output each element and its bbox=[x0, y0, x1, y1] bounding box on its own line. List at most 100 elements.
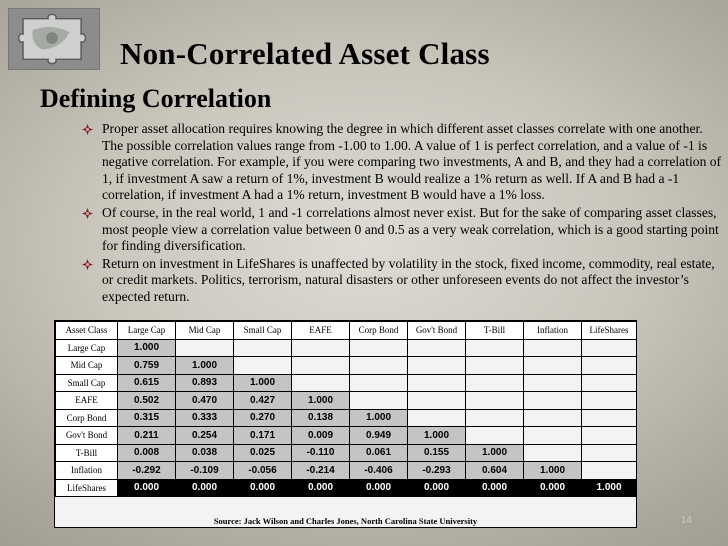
empty-cell bbox=[291, 338, 350, 357]
bullet-item: Of course, in the real world, 1 and -1 c… bbox=[82, 205, 722, 255]
table-row: Small Cap 0.615 0.893 1.000 bbox=[55, 373, 637, 392]
correlation-cell: 0.025 bbox=[233, 443, 292, 462]
empty-cell bbox=[465, 408, 524, 427]
diamond-bullet-icon bbox=[82, 124, 93, 135]
correlation-cell: 0.155 bbox=[407, 443, 466, 462]
correlation-cell: -0.109 bbox=[175, 461, 234, 480]
bullet-text: Of course, in the real world, 1 and -1 c… bbox=[102, 204, 719, 254]
correlation-table: Asset Class Large Cap Mid Cap Small Cap EAFE… bbox=[55, 321, 637, 497]
correlation-cell: -0.110 bbox=[291, 443, 350, 462]
correlation-cell: 1.000 bbox=[581, 478, 637, 497]
correlation-cell: 0.009 bbox=[291, 426, 350, 445]
empty-cell bbox=[175, 338, 234, 357]
correlation-cell: 0.949 bbox=[349, 426, 408, 445]
correlation-cell: -0.214 bbox=[291, 461, 350, 480]
slide-title: Non-Correlated Asset Class bbox=[120, 36, 490, 71]
correlation-cell: 1.000 bbox=[291, 391, 350, 410]
row-label: EAFE bbox=[55, 391, 118, 410]
table-row: Corp Bond 0.315 0.333 0.270 0.138 1.000 bbox=[55, 408, 637, 427]
correlation-cell: 0.759 bbox=[117, 356, 176, 375]
table-source: Source: Jack Wilson and Charles Jones, N… bbox=[213, 516, 478, 526]
correlation-table-panel: Asset Class Large Cap Mid Cap Small Cap EAFE… bbox=[54, 320, 637, 528]
correlation-cell: 1.000 bbox=[349, 408, 408, 427]
correlation-cell: 0.061 bbox=[349, 443, 408, 462]
table-row: Large Cap 1.000 bbox=[55, 338, 637, 357]
empty-cell bbox=[465, 338, 524, 357]
correlation-cell: -0.406 bbox=[349, 461, 408, 480]
correlation-cell: 1.000 bbox=[407, 426, 466, 445]
empty-cell bbox=[465, 391, 524, 410]
correlation-cell: 0.138 bbox=[291, 408, 350, 427]
row-label: Small Cap bbox=[55, 373, 118, 392]
table-row: Inflation -0.292 -0.109 -0.056 -0.214 -0.406-… bbox=[55, 461, 637, 480]
correlation-cell: 0.333 bbox=[175, 408, 234, 427]
correlation-cell: 1.000 bbox=[175, 356, 234, 375]
table-row: EAFE 0.502 0.470 0.427 1.000 bbox=[55, 391, 637, 410]
correlation-cell: 1.000 bbox=[465, 443, 524, 462]
correlation-cell: 1.000 bbox=[523, 461, 582, 480]
table-header-row: Asset Class Large Cap Mid Cap Small Cap EAFE… bbox=[55, 321, 637, 340]
column-header: Small Cap bbox=[233, 321, 292, 340]
column-header: LifeShares bbox=[581, 321, 637, 340]
correlation-cell: 0.427 bbox=[233, 391, 292, 410]
correlation-cell: 0.615 bbox=[117, 373, 176, 392]
correlation-cell: 0.171 bbox=[233, 426, 292, 445]
empty-cell bbox=[523, 373, 582, 392]
empty-cell bbox=[523, 338, 582, 357]
empty-cell bbox=[581, 373, 637, 392]
correlation-cell: 0.000 bbox=[175, 478, 234, 497]
column-header: Corp Bond bbox=[349, 321, 408, 340]
correlation-cell: 0.000 bbox=[349, 478, 408, 497]
empty-cell bbox=[233, 338, 292, 357]
empty-cell bbox=[407, 338, 466, 357]
table-row: Mid Cap 0.759 1.000 bbox=[55, 356, 637, 375]
empty-cell bbox=[407, 391, 466, 410]
diamond-bullet-icon bbox=[82, 258, 93, 270]
empty-cell bbox=[233, 356, 292, 375]
empty-cell bbox=[407, 373, 466, 392]
correlation-cell: -0.292 bbox=[117, 461, 176, 480]
correlation-cell: 0.000 bbox=[233, 478, 292, 497]
empty-cell bbox=[407, 408, 466, 427]
empty-cell bbox=[349, 373, 408, 392]
bullet-item: Return on investment in LifeShares is un… bbox=[82, 256, 722, 306]
column-header: Asset Class bbox=[55, 321, 118, 340]
correlation-cell: 0.270 bbox=[233, 408, 292, 427]
correlation-cell: 0.000 bbox=[407, 478, 466, 497]
table-row: LifeShares 0.000 0.000 0.000 0.000 0.000 0.000… bbox=[55, 478, 637, 497]
correlation-cell: 0.008 bbox=[117, 443, 176, 462]
column-header: Gov't Bond bbox=[407, 321, 466, 340]
empty-cell bbox=[523, 443, 582, 462]
correlation-cell: -0.293 bbox=[407, 461, 466, 480]
empty-cell bbox=[581, 408, 637, 427]
empty-cell bbox=[465, 373, 524, 392]
correlation-cell: 1.000 bbox=[233, 373, 292, 392]
correlation-cell: 0.000 bbox=[523, 478, 582, 497]
bullet-text: Proper asset allocation requires knowing… bbox=[102, 121, 722, 203]
row-label: T-Bill bbox=[55, 443, 118, 462]
empty-cell bbox=[407, 356, 466, 375]
empty-cell bbox=[465, 356, 524, 375]
bullet-item: Proper asset allocation requires knowing… bbox=[82, 121, 722, 204]
correlation-cell: 0.000 bbox=[117, 478, 176, 497]
empty-cell bbox=[581, 391, 637, 410]
empty-cell bbox=[581, 338, 637, 357]
empty-cell bbox=[581, 356, 637, 375]
row-label: LifeShares bbox=[55, 478, 118, 497]
empty-cell bbox=[349, 338, 408, 357]
puzzle-logo bbox=[8, 8, 100, 70]
empty-cell bbox=[581, 443, 637, 462]
bullet-list: Proper asset allocation requires knowing… bbox=[82, 121, 722, 307]
correlation-cell: 0.502 bbox=[117, 391, 176, 410]
slide-subtitle: Defining Correlation bbox=[40, 84, 272, 113]
row-label: Mid Cap bbox=[55, 356, 118, 375]
row-label: Gov't Bond bbox=[55, 426, 118, 445]
empty-cell bbox=[581, 426, 637, 445]
empty-cell bbox=[349, 391, 408, 410]
column-header: Mid Cap bbox=[175, 321, 234, 340]
diamond-bullet-icon bbox=[82, 207, 93, 219]
bullet-text: Return on investment in LifeShares is un… bbox=[102, 255, 715, 304]
row-label: Large Cap bbox=[55, 338, 118, 357]
empty-cell bbox=[523, 408, 582, 427]
empty-cell bbox=[523, 391, 582, 410]
